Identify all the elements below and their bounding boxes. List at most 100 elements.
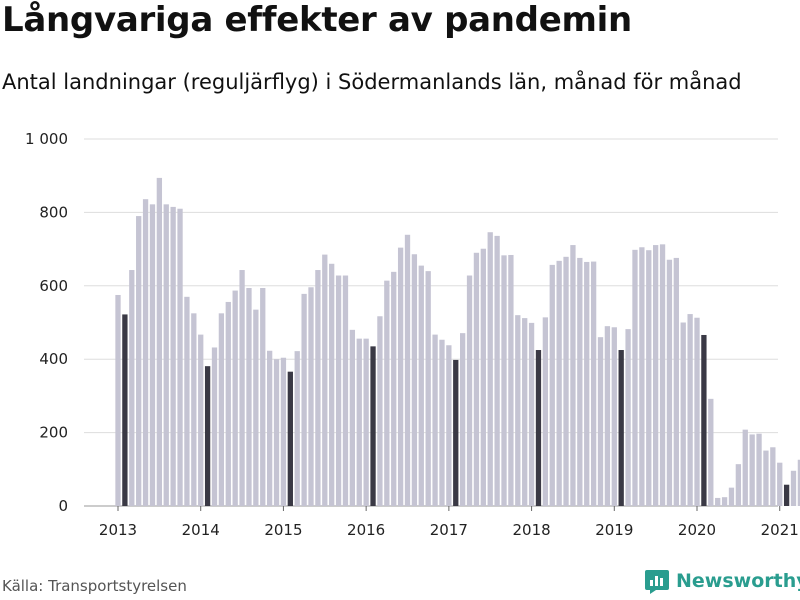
bar <box>590 261 597 506</box>
bar <box>377 316 383 506</box>
bar <box>466 275 473 506</box>
bar <box>735 464 742 506</box>
bar <box>687 314 693 506</box>
bar <box>770 447 776 506</box>
bar <box>191 313 197 506</box>
bar <box>335 275 342 506</box>
bar <box>404 234 411 507</box>
bar <box>522 318 528 506</box>
bar <box>294 351 300 506</box>
y-axis-ticks: 0 200 400 600 800 1 000 <box>25 130 68 515</box>
bar <box>646 250 652 506</box>
bar <box>246 288 252 506</box>
bar <box>198 334 204 506</box>
bar <box>797 459 800 506</box>
bar <box>501 255 507 506</box>
brand-label: Newsworthy <box>676 570 800 592</box>
bars <box>115 177 800 507</box>
bar <box>597 337 604 506</box>
x-tick-label: 2019 <box>595 521 633 539</box>
newsworthy-logo-icon <box>645 570 669 594</box>
x-tick-label: 2020 <box>678 521 716 539</box>
bar <box>163 204 169 506</box>
bar <box>273 359 280 506</box>
bar <box>460 333 466 506</box>
bar <box>570 245 576 506</box>
bar <box>301 293 307 506</box>
bar <box>280 357 287 506</box>
bar <box>308 287 314 506</box>
bar <box>542 317 549 506</box>
bar <box>528 322 535 506</box>
bar <box>322 254 328 506</box>
bar <box>777 462 783 506</box>
bar <box>659 244 666 506</box>
bar <box>225 301 231 506</box>
bar <box>666 259 673 506</box>
bar <box>218 313 225 506</box>
y-tick-label: 400 <box>39 350 68 368</box>
x-tick-label: 2015 <box>264 521 302 539</box>
bar <box>639 247 645 506</box>
bar <box>342 275 349 506</box>
bar <box>549 264 555 506</box>
bar <box>156 177 163 506</box>
bar <box>260 288 266 506</box>
chart-subtitle: Antal landningar (reguljärflyg) i Söderm… <box>2 70 742 94</box>
bar <box>177 208 183 507</box>
x-axis-ticks: 2013201420152016201720182019202020212022 <box>99 506 799 539</box>
bar <box>370 346 376 506</box>
bar <box>411 254 418 506</box>
bar <box>184 296 190 506</box>
bar <box>494 235 500 506</box>
bar <box>439 339 445 506</box>
bar <box>680 322 686 506</box>
bar <box>618 350 624 506</box>
bar <box>487 232 493 506</box>
bar <box>728 487 735 506</box>
bar <box>136 216 142 506</box>
bar <box>783 484 790 506</box>
bar <box>391 271 397 506</box>
bar <box>363 338 369 506</box>
bar <box>625 329 631 506</box>
bar <box>453 359 459 506</box>
bar <box>715 497 721 506</box>
x-tick-label: 2021 <box>761 521 799 539</box>
bar <box>425 271 431 506</box>
y-tick-label: 1 000 <box>25 130 68 148</box>
bar <box>384 280 390 506</box>
bar <box>232 290 238 506</box>
bar <box>708 398 714 506</box>
bar <box>604 326 611 506</box>
bar <box>749 434 755 506</box>
bar <box>694 317 700 506</box>
y-tick-label: 200 <box>39 424 68 442</box>
bar <box>756 433 762 506</box>
bar <box>115 294 121 506</box>
bar <box>742 429 748 506</box>
bar <box>673 257 679 506</box>
x-tick-label: 2014 <box>182 521 220 539</box>
bar <box>515 315 521 506</box>
bar <box>446 345 452 506</box>
bar <box>577 257 583 506</box>
bar <box>349 329 356 506</box>
bar <box>480 248 486 507</box>
bar <box>701 334 707 506</box>
bar <box>611 327 617 506</box>
bar <box>418 265 424 506</box>
bar <box>790 470 797 506</box>
bar <box>653 245 659 506</box>
bar <box>129 270 135 506</box>
bar <box>329 263 335 506</box>
bar <box>170 206 176 506</box>
x-tick-label: 2013 <box>99 521 137 539</box>
x-tick-label: 2017 <box>430 521 468 539</box>
source-note: Källa: Transportstyrelsen <box>2 577 187 595</box>
y-tick-label: 800 <box>39 203 68 221</box>
bar <box>584 261 590 506</box>
y-tick-label: 600 <box>39 277 68 295</box>
bar <box>287 371 293 506</box>
